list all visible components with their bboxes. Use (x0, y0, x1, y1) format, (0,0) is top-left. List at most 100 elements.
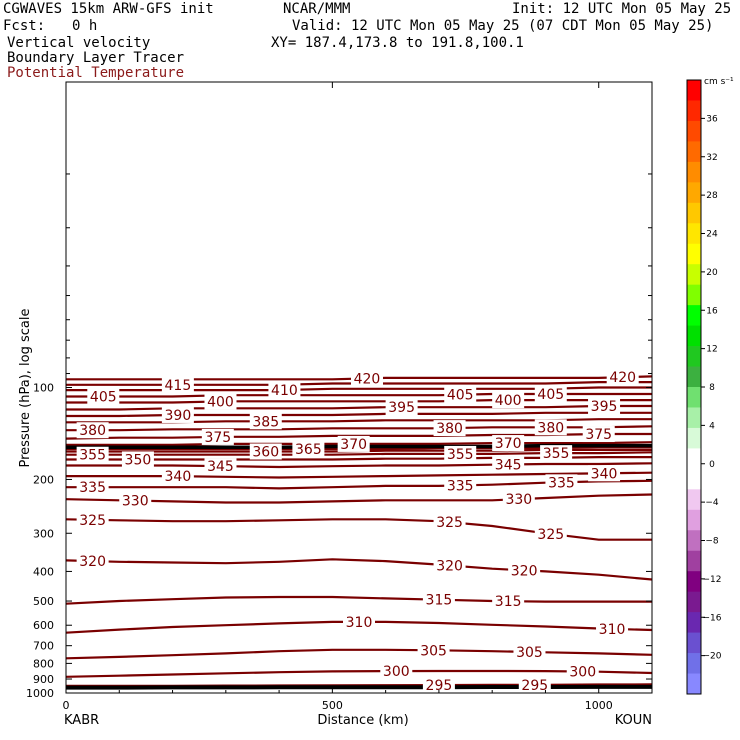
y-tick-label: 300 (33, 527, 54, 540)
valid-time: Valid: 12 UTC Mon 05 May 25 (07 CDT Mon … (292, 18, 714, 34)
y-axis-title: Pressure (hPa), log scale (18, 309, 33, 468)
isentrope-315 (65, 595, 652, 605)
contour-label-bg (492, 392, 525, 409)
contour-label-bg (385, 399, 418, 416)
colorbar-segment (687, 346, 701, 368)
colorbar-tick-label: 28 (706, 191, 718, 201)
y-tick-label: 200 (33, 473, 54, 486)
isentrope-390 (66, 411, 652, 418)
contour-label: 305 (420, 643, 447, 659)
org-label: NCAR/MMM (283, 1, 351, 17)
contour-label-bg (161, 406, 194, 423)
contour-label-bg (588, 465, 621, 482)
colorbar-segment (687, 673, 701, 695)
surface-line (66, 684, 652, 690)
colorbar-segment (687, 530, 701, 552)
colorbar-unit: cm s⁻¹ (704, 77, 734, 87)
contour-label: 330 (122, 494, 149, 510)
x-axis-title: Distance (km) (317, 713, 408, 728)
contour-label-bg (444, 386, 477, 403)
colorbar-segment (687, 182, 701, 204)
isentrope-300 (65, 669, 653, 678)
colorbar-segment (687, 141, 701, 163)
contour-label: 365 (295, 442, 322, 458)
colorbar-segment (687, 632, 701, 654)
contour-label: 385 (252, 414, 279, 430)
colorbar-segment (687, 100, 701, 122)
colorbar-tick-label: 20 (706, 268, 718, 278)
x-tick-label: 500 (322, 699, 343, 712)
contour-label-bg (596, 620, 629, 637)
contour-label: 375 (585, 427, 612, 443)
y-tick-label: 1000 (26, 687, 54, 700)
colorbar-segment (687, 387, 701, 408)
contour-label-bg (518, 676, 551, 693)
colorbar-tick-label: −16 (703, 613, 722, 623)
contour-label: 375 (204, 430, 231, 446)
contour-label-bg (350, 370, 383, 387)
contour-label: 395 (591, 399, 618, 415)
contour-label-bg (433, 420, 466, 437)
colorbar-segment (687, 489, 701, 511)
contour-label-bg (380, 663, 413, 680)
field-potential-temperature: Potential Temperature (7, 65, 185, 81)
colorbar-segment (687, 571, 701, 593)
y-tick-label: 500 (33, 595, 54, 608)
contour-label: 400 (207, 394, 234, 410)
contour-label-bg (161, 468, 194, 485)
contour-label: 300 (383, 664, 410, 680)
isentrope-320 (65, 558, 653, 581)
contour-label: 420 (354, 371, 381, 387)
colorbar-tick-label: 0 (709, 460, 715, 470)
y-tick-label: 800 (33, 657, 54, 670)
contour-label-bg (119, 492, 152, 509)
contour-label: 390 (165, 408, 192, 424)
contour-label: 320 (436, 558, 463, 574)
contour-label-bg (201, 428, 234, 445)
contour-label-bg (422, 677, 455, 694)
contour-label: 325 (436, 515, 463, 531)
contour-label-bg (492, 456, 525, 473)
contour-label-bg (76, 511, 109, 528)
contour-label-bg (76, 446, 109, 463)
colorbar-segment (687, 468, 701, 490)
colorbar-segment (687, 653, 701, 675)
init-time: Init: 12 UTC Mon 05 May 25 (512, 1, 732, 17)
contour-label-bg (566, 663, 599, 680)
contour-label-bg (444, 445, 477, 462)
y-tick-label: 900 (33, 673, 54, 686)
contour-label: 400 (495, 393, 522, 409)
contour-label-bg (606, 369, 639, 386)
isentrope-330 (65, 493, 653, 504)
contour-label-bg (249, 443, 282, 460)
colorbar-tick-label: 8 (709, 383, 715, 393)
contour-label: 405 (537, 387, 564, 403)
x-axis: 0 500 1000 (63, 82, 613, 712)
y-tick-label: 700 (33, 640, 54, 653)
colorbar: 36 32 28 24 20 16 12 8 4 0 −4 −8 −12 −16 −20 (686, 79, 722, 695)
colorbar-segment (687, 120, 701, 142)
colorbar-tick-label: 4 (709, 421, 715, 431)
colorbar-tick-label: −8 (705, 537, 719, 547)
y-tick-label: 400 (33, 565, 54, 578)
contour-label: 395 (388, 400, 415, 416)
colorbar-tick-label: 16 (706, 306, 718, 316)
colorbar-segment (687, 305, 701, 327)
isentrope-395 (66, 404, 652, 411)
fcst-value: 0 h (72, 18, 98, 34)
contour-label: 345 (207, 459, 234, 475)
contour-label-bg (249, 413, 282, 430)
field-boundary-layer-tracer: Boundary Layer Tracer (7, 50, 185, 66)
contour-label: 415 (165, 378, 192, 394)
contour-label: 405 (90, 389, 117, 405)
colorbar-segment (687, 591, 701, 613)
colorbar-segment (687, 427, 701, 449)
contour-label: 335 (447, 478, 474, 494)
contour-label-bg (444, 477, 477, 494)
contour-label-bg (204, 458, 237, 475)
contour-label-bg (582, 426, 615, 443)
contour-label: 325 (537, 527, 564, 543)
contour-label: 315 (426, 593, 453, 609)
contour-label: 380 (436, 421, 463, 437)
